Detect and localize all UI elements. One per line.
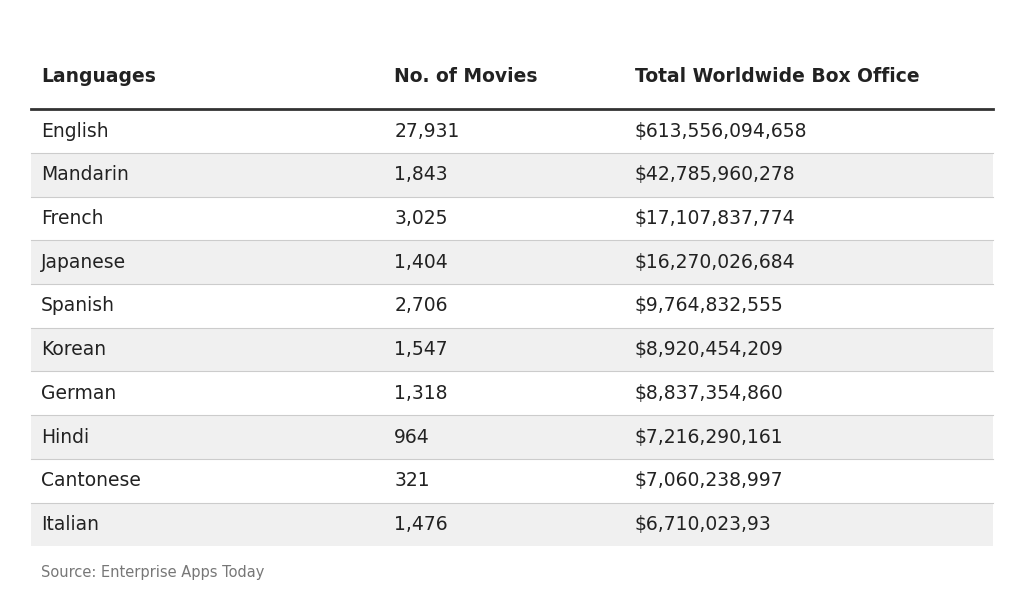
Text: English: English xyxy=(41,121,109,141)
Text: 2,706: 2,706 xyxy=(394,296,447,316)
Text: Korean: Korean xyxy=(41,340,106,359)
Bar xyxy=(31,459,993,503)
Text: German: German xyxy=(41,384,116,403)
Text: Cantonese: Cantonese xyxy=(41,471,141,490)
Bar xyxy=(31,284,993,328)
Text: French: French xyxy=(41,209,103,228)
Bar xyxy=(31,371,993,415)
Text: $17,107,837,774: $17,107,837,774 xyxy=(635,209,796,228)
Bar xyxy=(31,503,993,546)
Text: 1,404: 1,404 xyxy=(394,253,447,272)
Text: $16,270,026,684: $16,270,026,684 xyxy=(635,253,796,272)
Text: $613,556,094,658: $613,556,094,658 xyxy=(635,121,807,141)
Text: 27,931: 27,931 xyxy=(394,121,460,141)
Text: 321: 321 xyxy=(394,471,430,490)
Text: Hindi: Hindi xyxy=(41,427,89,447)
Bar xyxy=(31,153,993,197)
Text: Source: Enterprise Apps Today: Source: Enterprise Apps Today xyxy=(41,565,264,580)
Bar xyxy=(31,415,993,459)
Text: $42,785,960,278: $42,785,960,278 xyxy=(635,165,796,185)
Text: Total Worldwide Box Office: Total Worldwide Box Office xyxy=(635,67,920,86)
Bar xyxy=(31,328,993,371)
Text: 1,318: 1,318 xyxy=(394,384,447,403)
Text: 1,843: 1,843 xyxy=(394,165,447,185)
Text: 964: 964 xyxy=(394,427,430,447)
Text: 3,025: 3,025 xyxy=(394,209,447,228)
Text: Languages: Languages xyxy=(41,67,156,86)
Text: 1,476: 1,476 xyxy=(394,515,447,534)
Text: $8,920,454,209: $8,920,454,209 xyxy=(635,340,783,359)
Text: 1,547: 1,547 xyxy=(394,340,447,359)
Bar xyxy=(31,109,993,153)
Text: Mandarin: Mandarin xyxy=(41,165,129,185)
Text: $6,710,023,93: $6,710,023,93 xyxy=(635,515,772,534)
Text: Italian: Italian xyxy=(41,515,99,534)
Text: $7,216,290,161: $7,216,290,161 xyxy=(635,427,783,447)
Bar xyxy=(31,240,993,284)
Text: $9,764,832,555: $9,764,832,555 xyxy=(635,296,783,316)
Text: Spanish: Spanish xyxy=(41,296,115,316)
Text: Japanese: Japanese xyxy=(41,253,126,272)
Text: No. of Movies: No. of Movies xyxy=(394,67,538,86)
Text: $8,837,354,860: $8,837,354,860 xyxy=(635,384,783,403)
Text: $7,060,238,997: $7,060,238,997 xyxy=(635,471,783,490)
Bar xyxy=(31,197,993,240)
